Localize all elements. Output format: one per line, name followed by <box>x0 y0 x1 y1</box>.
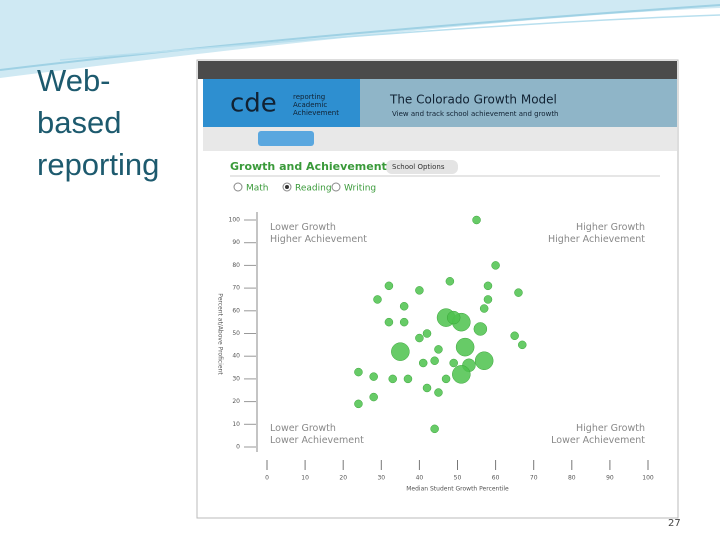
y-tick-label: 100 <box>229 217 241 224</box>
y-tick-label: 90 <box>232 239 240 246</box>
bubble[interactable] <box>473 322 488 336</box>
bubble[interactable] <box>479 304 489 313</box>
bubble[interactable] <box>399 317 409 327</box>
radio[interactable] <box>331 182 341 192</box>
bubble[interactable] <box>491 261 500 270</box>
y-tick-label: 10 <box>232 421 240 428</box>
options-button-bg[interactable] <box>386 160 458 174</box>
banner-subtitle: View and track school achievement and gr… <box>392 110 559 118</box>
y-tick-label: 60 <box>232 307 240 314</box>
bubble[interactable] <box>430 424 439 434</box>
y-tick-label: 70 <box>232 285 240 292</box>
quadrant-label: Lower Growth Lower Achievement <box>270 423 364 446</box>
y-tick-label: 40 <box>232 353 240 360</box>
nav-tab[interactable] <box>258 131 314 146</box>
y-tick-label: 80 <box>232 262 240 269</box>
bubble[interactable] <box>474 351 494 370</box>
bubble[interactable] <box>483 295 493 304</box>
bubble[interactable] <box>369 392 378 402</box>
bubble[interactable] <box>384 317 394 327</box>
logo-tagline: reporting Academic Achievement <box>293 93 339 117</box>
bubble[interactable] <box>452 365 471 384</box>
slide-title: Web-based reporting <box>37 63 160 182</box>
bubble[interactable] <box>369 372 378 381</box>
y-tick-label: 20 <box>232 398 240 405</box>
x-tick-label: 40 <box>416 475 424 482</box>
bubble[interactable] <box>472 215 481 225</box>
x-tick-label: 30 <box>377 475 385 482</box>
bubble[interactable] <box>430 356 439 365</box>
bubble[interactable] <box>434 345 443 354</box>
x-tick-label: 100 <box>642 475 654 482</box>
section-title: Growth and Achievement <box>230 160 387 173</box>
bubble[interactable] <box>354 367 363 377</box>
y-tick-label: 50 <box>232 330 240 337</box>
logo: cde <box>230 89 277 119</box>
bubble[interactable] <box>391 342 410 361</box>
logo-tagline-box: reporting Academic Achievement <box>293 93 339 117</box>
bubble[interactable] <box>422 329 432 338</box>
x-tick-label: 90 <box>606 475 614 482</box>
page-number: 27 <box>668 518 681 529</box>
bubble[interactable] <box>388 374 397 384</box>
bubble[interactable] <box>403 374 413 384</box>
radio-label[interactable]: Writing <box>344 184 376 194</box>
bubble[interactable] <box>418 358 428 368</box>
bubble[interactable] <box>518 340 527 350</box>
bubble[interactable] <box>415 333 424 343</box>
bubble[interactable] <box>354 399 363 409</box>
quadrant-label: Lower Growth Higher Achievement <box>270 222 367 245</box>
x-tick-label: 80 <box>568 475 576 482</box>
bubble[interactable] <box>455 337 475 357</box>
browser-bar <box>198 61 677 79</box>
bubble[interactable] <box>483 281 493 291</box>
bubble[interactable] <box>399 302 409 311</box>
radio-dot <box>285 185 289 189</box>
radio-label[interactable]: Reading <box>295 184 332 194</box>
x-tick-label: 60 <box>492 475 500 482</box>
y-tick-label: 30 <box>232 375 240 382</box>
options-button[interactable]: School Options <box>392 163 445 171</box>
bubble[interactable] <box>422 383 432 393</box>
bubble[interactable] <box>510 331 519 341</box>
bubble[interactable] <box>446 310 461 325</box>
bubble[interactable] <box>445 277 455 286</box>
x-tick-label: 50 <box>454 475 462 482</box>
swoosh-line <box>0 4 720 71</box>
x-axis-label: Median Student Growth Percentile <box>406 486 509 493</box>
banner-title: The Colorado Growth Model <box>389 93 557 107</box>
bubble[interactable] <box>384 281 394 291</box>
bubble[interactable] <box>415 286 424 295</box>
x-tick-label: 10 <box>301 475 309 482</box>
radio-label[interactable]: Math <box>246 184 269 194</box>
x-tick-label: 20 <box>339 475 347 482</box>
y-axis-label: Percent at/Above Proficient <box>217 293 224 375</box>
banner-image <box>360 79 677 127</box>
bubble[interactable] <box>514 288 523 297</box>
bubble[interactable] <box>449 358 458 368</box>
x-tick-label: 0 <box>265 475 269 482</box>
radio[interactable] <box>233 182 243 192</box>
bubble[interactable] <box>434 388 443 397</box>
quadrant-label: Higher Growth Higher Achievement <box>548 222 645 245</box>
x-tick-label: 70 <box>530 475 538 482</box>
swoosh-line <box>59 14 720 61</box>
y-tick-label: 0 <box>236 444 240 451</box>
top-swoosh <box>0 0 720 78</box>
bubble[interactable] <box>373 295 382 304</box>
quadrant-label: Higher Growth Lower Achievement <box>551 423 645 446</box>
bubble[interactable] <box>441 374 451 384</box>
